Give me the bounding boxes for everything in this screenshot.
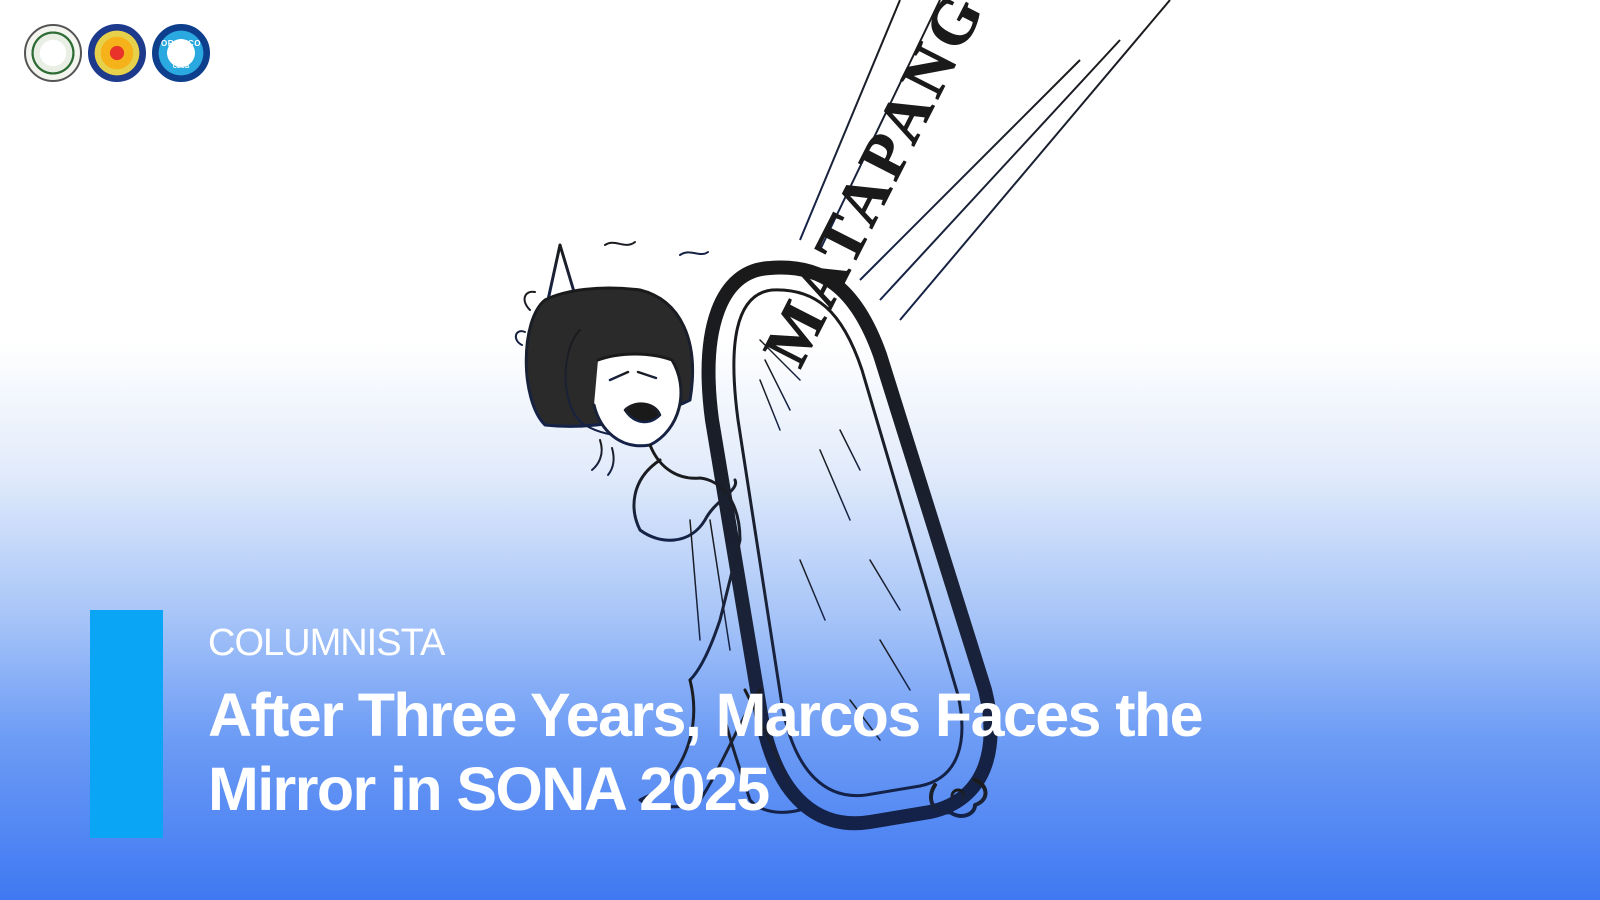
article-category: COLUMNISTA bbox=[208, 622, 445, 664]
school-seal-logo bbox=[24, 24, 82, 82]
club-seal-text: ORAWCO bbox=[161, 39, 201, 48]
mirror-icon bbox=[701, 260, 998, 831]
logo-row: ORAWCO CLUB bbox=[24, 24, 210, 82]
club-seal-logo: ORAWCO CLUB bbox=[152, 24, 210, 82]
club-seal-subtext: CLUB bbox=[172, 64, 190, 70]
mirror-shout-text: MATAPANG KA NGA! bbox=[749, 0, 1151, 376]
speech-beam bbox=[799, 0, 1171, 321]
article-title[interactable]: After Three Years, Marcos Faces the Mirr… bbox=[208, 681, 1204, 823]
publication-seal-logo bbox=[88, 24, 146, 82]
figure-sketch bbox=[514, 241, 802, 814]
accent-bar bbox=[90, 610, 163, 838]
